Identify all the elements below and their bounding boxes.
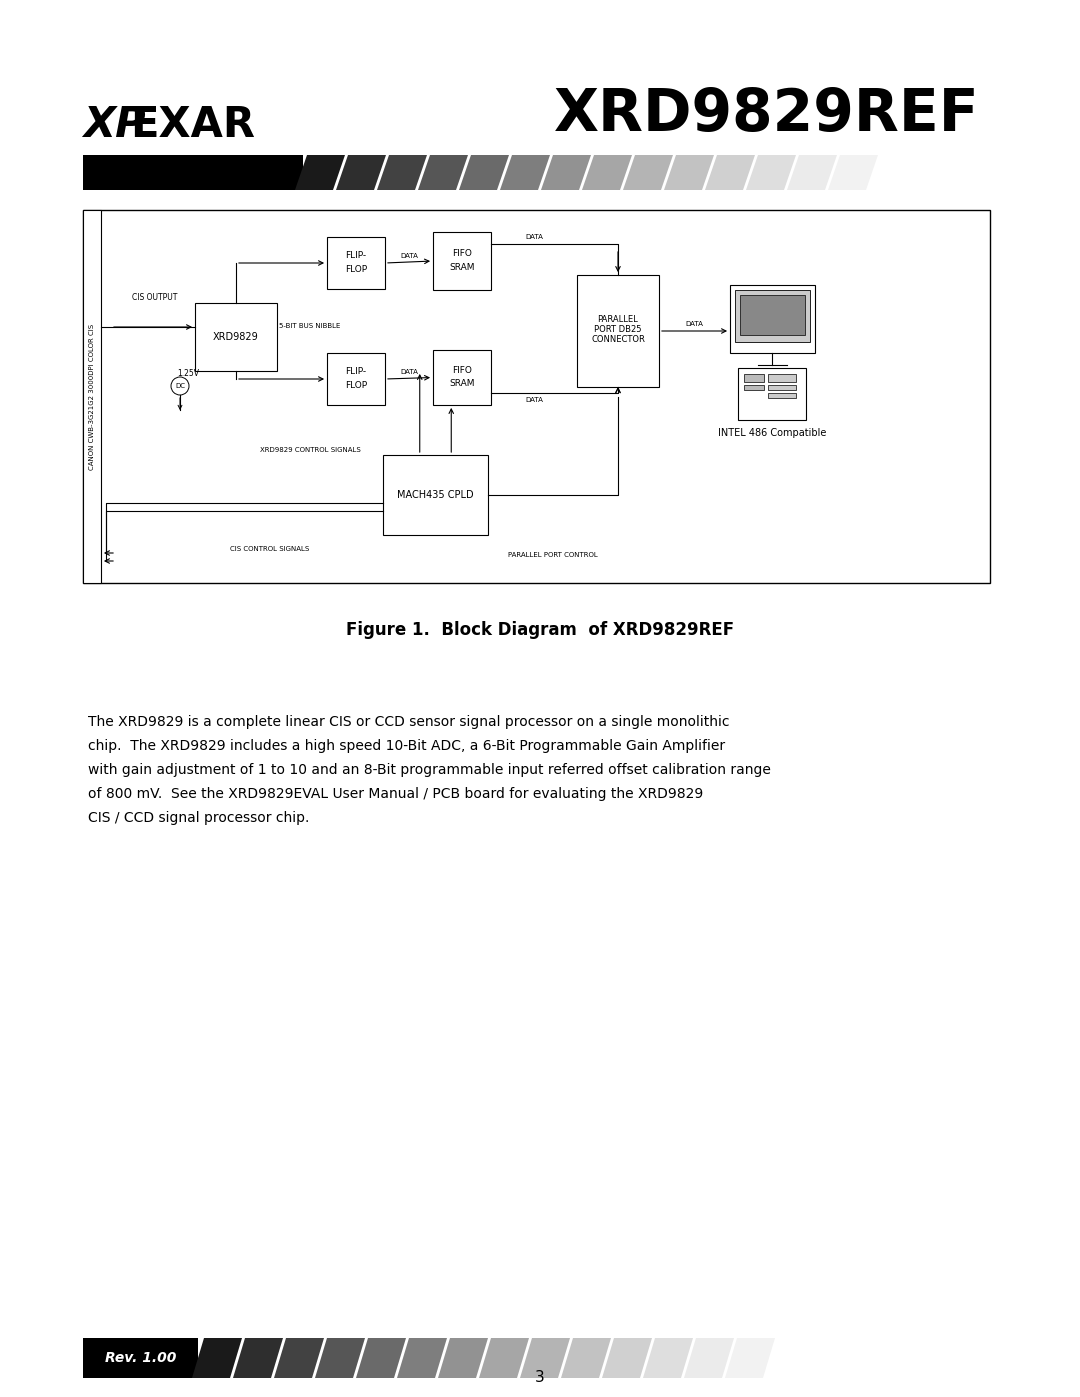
Text: CONNECTOR: CONNECTOR — [591, 334, 645, 344]
Text: 1.25V: 1.25V — [177, 369, 199, 379]
Polygon shape — [541, 155, 591, 190]
Polygon shape — [561, 1338, 611, 1377]
Bar — [768, 393, 796, 398]
Polygon shape — [459, 155, 509, 190]
Polygon shape — [377, 155, 427, 190]
Text: DATA: DATA — [400, 369, 418, 374]
Text: FLIP-: FLIP- — [346, 367, 366, 377]
Text: CIS CONTROL SIGNALS: CIS CONTROL SIGNALS — [230, 546, 309, 552]
Polygon shape — [828, 155, 878, 190]
Text: DATA: DATA — [525, 235, 543, 240]
Text: FLOP: FLOP — [345, 380, 367, 390]
Bar — [730, 285, 815, 353]
Text: XP: XP — [83, 103, 146, 147]
Text: chip.  The XRD9829 includes a high speed 10-Bit ADC, a 6-Bit Programmable Gain A: chip. The XRD9829 includes a high speed … — [87, 739, 725, 753]
Text: CANON CWB-3G21G2 3000DPI COLOR CIS: CANON CWB-3G21G2 3000DPI COLOR CIS — [89, 324, 95, 469]
Text: MACH435 CPLD: MACH435 CPLD — [397, 490, 474, 500]
Bar — [195, 303, 276, 372]
Polygon shape — [192, 1338, 242, 1377]
Polygon shape — [746, 155, 796, 190]
Polygon shape — [336, 155, 386, 190]
Polygon shape — [519, 1338, 570, 1377]
Text: CIS / CCD signal processor chip.: CIS / CCD signal processor chip. — [87, 812, 309, 826]
Text: PARALLEL: PARALLEL — [597, 314, 638, 324]
Text: CIS OUTPUT: CIS OUTPUT — [133, 293, 178, 303]
Text: XRD9829 CONTROL SIGNALS: XRD9829 CONTROL SIGNALS — [259, 447, 361, 453]
Text: SRAM: SRAM — [449, 379, 475, 388]
Polygon shape — [500, 155, 550, 190]
Bar — [327, 237, 384, 289]
Bar — [433, 232, 491, 291]
Text: SRAM: SRAM — [449, 263, 475, 271]
Bar — [735, 291, 810, 342]
Bar — [577, 275, 659, 387]
Polygon shape — [602, 1338, 652, 1377]
Bar — [744, 374, 764, 381]
Polygon shape — [705, 155, 755, 190]
Text: DATA: DATA — [400, 253, 418, 258]
Text: with gain adjustment of 1 to 10 and an 8-Bit programmable input referred offset : with gain adjustment of 1 to 10 and an 8… — [87, 763, 771, 777]
Text: Rev. 1.00: Rev. 1.00 — [105, 1351, 176, 1365]
Polygon shape — [643, 1338, 693, 1377]
Polygon shape — [356, 1338, 406, 1377]
Polygon shape — [418, 155, 468, 190]
Text: The XRD9829 is a complete linear CIS or CCD sensor signal processor on a single : The XRD9829 is a complete linear CIS or … — [87, 715, 729, 729]
Bar — [738, 367, 806, 420]
Bar — [433, 351, 491, 405]
Text: PORT DB25: PORT DB25 — [594, 324, 642, 334]
Polygon shape — [582, 155, 632, 190]
Bar — [83, 155, 303, 190]
Text: XRD9829: XRD9829 — [213, 332, 259, 342]
Text: FIFO: FIFO — [453, 250, 472, 258]
Text: 3: 3 — [535, 1370, 545, 1386]
Text: 5-BIT BUS NIBBLE: 5-BIT BUS NIBBLE — [280, 323, 340, 330]
Text: Figure 1.  Block Diagram  of XRD9829REF: Figure 1. Block Diagram of XRD9829REF — [346, 622, 734, 638]
Text: FIFO: FIFO — [453, 366, 472, 374]
Bar — [383, 455, 488, 535]
Text: FLIP-: FLIP- — [346, 251, 366, 260]
Polygon shape — [397, 1338, 447, 1377]
Polygon shape — [623, 155, 673, 190]
Bar — [83, 210, 102, 583]
Polygon shape — [315, 1338, 365, 1377]
Text: DC: DC — [175, 383, 185, 388]
Bar — [768, 386, 796, 390]
Polygon shape — [274, 1338, 324, 1377]
Bar — [740, 295, 805, 335]
Polygon shape — [684, 1338, 734, 1377]
Bar — [744, 386, 764, 390]
Polygon shape — [295, 155, 345, 190]
Text: DATA: DATA — [525, 397, 543, 402]
Polygon shape — [480, 1338, 529, 1377]
Circle shape — [171, 377, 189, 395]
Text: XRD9829REF: XRD9829REF — [554, 87, 980, 144]
Polygon shape — [787, 155, 837, 190]
Text: DATA: DATA — [686, 321, 703, 327]
Text: FLOP: FLOP — [345, 264, 367, 274]
Bar — [83, 210, 990, 583]
Text: of 800 mV.  See the XRD9829EVAL User Manual / PCB board for evaluating the XRD98: of 800 mV. See the XRD9829EVAL User Manu… — [87, 787, 703, 800]
Text: EXAR: EXAR — [130, 103, 255, 147]
Polygon shape — [725, 1338, 775, 1377]
Bar — [83, 1338, 198, 1377]
Text: INTEL 486 Compatible: INTEL 486 Compatible — [718, 427, 826, 439]
Bar — [327, 353, 384, 405]
Text: PARALLEL PORT CONTROL: PARALLEL PORT CONTROL — [508, 552, 597, 557]
Bar — [768, 374, 796, 381]
Polygon shape — [233, 1338, 283, 1377]
Polygon shape — [438, 1338, 488, 1377]
Polygon shape — [664, 155, 714, 190]
